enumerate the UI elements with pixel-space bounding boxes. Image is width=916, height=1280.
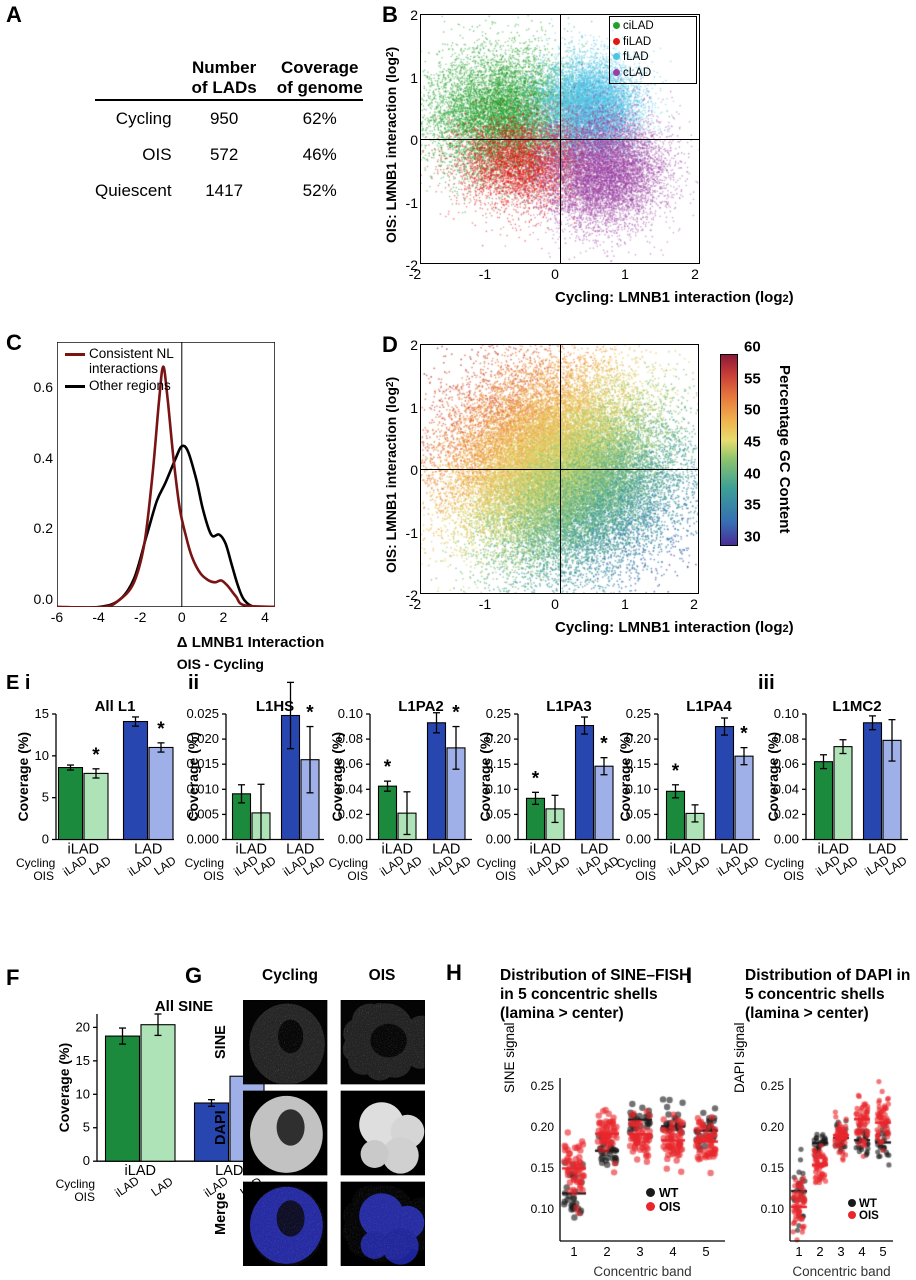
- svg-text:0.025: 0.025: [186, 706, 219, 721]
- svg-text:Coverage (%): Coverage (%): [185, 732, 201, 821]
- svg-text:Coverage (%): Coverage (%): [329, 732, 345, 821]
- svg-text:0.00: 0.00: [338, 832, 363, 847]
- svg-text:Coverage (%): Coverage (%): [56, 1043, 72, 1132]
- svg-text:L1PA4: L1PA4: [686, 698, 732, 715]
- svg-text:15: 15: [76, 1053, 90, 1068]
- svg-text:10: 10: [35, 748, 49, 763]
- svg-text:L1MC2: L1MC2: [832, 698, 881, 715]
- svg-text:Coverage (%): Coverage (%): [765, 732, 781, 821]
- svg-text:0.00: 0.00: [626, 832, 651, 847]
- svg-text:0.10: 0.10: [774, 706, 799, 721]
- svg-text:5: 5: [42, 790, 49, 805]
- svg-text:0.10: 0.10: [338, 706, 363, 721]
- svg-text:0.25: 0.25: [626, 706, 651, 721]
- svg-text:0: 0: [83, 1153, 90, 1168]
- svg-text:All L1: All L1: [95, 698, 136, 715]
- svg-text:5: 5: [83, 1120, 90, 1135]
- svg-text:L1PA3: L1PA3: [546, 698, 592, 715]
- svg-text:*: *: [157, 719, 165, 740]
- svg-text:All SINE: All SINE: [155, 998, 213, 1015]
- svg-text:*: *: [532, 768, 540, 789]
- svg-text:0.00: 0.00: [486, 832, 511, 847]
- svg-text:*: *: [740, 724, 748, 745]
- svg-text:*: *: [600, 734, 608, 755]
- svg-text:0.000: 0.000: [186, 832, 219, 847]
- svg-text:15: 15: [35, 706, 49, 721]
- svg-text:0.25: 0.25: [486, 706, 511, 721]
- svg-text:Coverage (%): Coverage (%): [617, 732, 633, 821]
- svg-text:*: *: [92, 745, 100, 766]
- svg-text:*: *: [672, 761, 680, 782]
- svg-text:L1HS: L1HS: [256, 698, 294, 715]
- svg-text:0: 0: [42, 832, 49, 847]
- svg-text:Coverage (%): Coverage (%): [477, 732, 493, 821]
- svg-text:20: 20: [76, 1019, 90, 1034]
- svg-text:Coverage (%): Coverage (%): [15, 732, 31, 821]
- svg-text:*: *: [452, 703, 460, 724]
- svg-text:L1PA2: L1PA2: [398, 698, 444, 715]
- svg-text:*: *: [384, 757, 392, 778]
- svg-text:0.00: 0.00: [774, 832, 799, 847]
- svg-text:*: *: [306, 703, 314, 724]
- svg-text:10: 10: [76, 1086, 90, 1101]
